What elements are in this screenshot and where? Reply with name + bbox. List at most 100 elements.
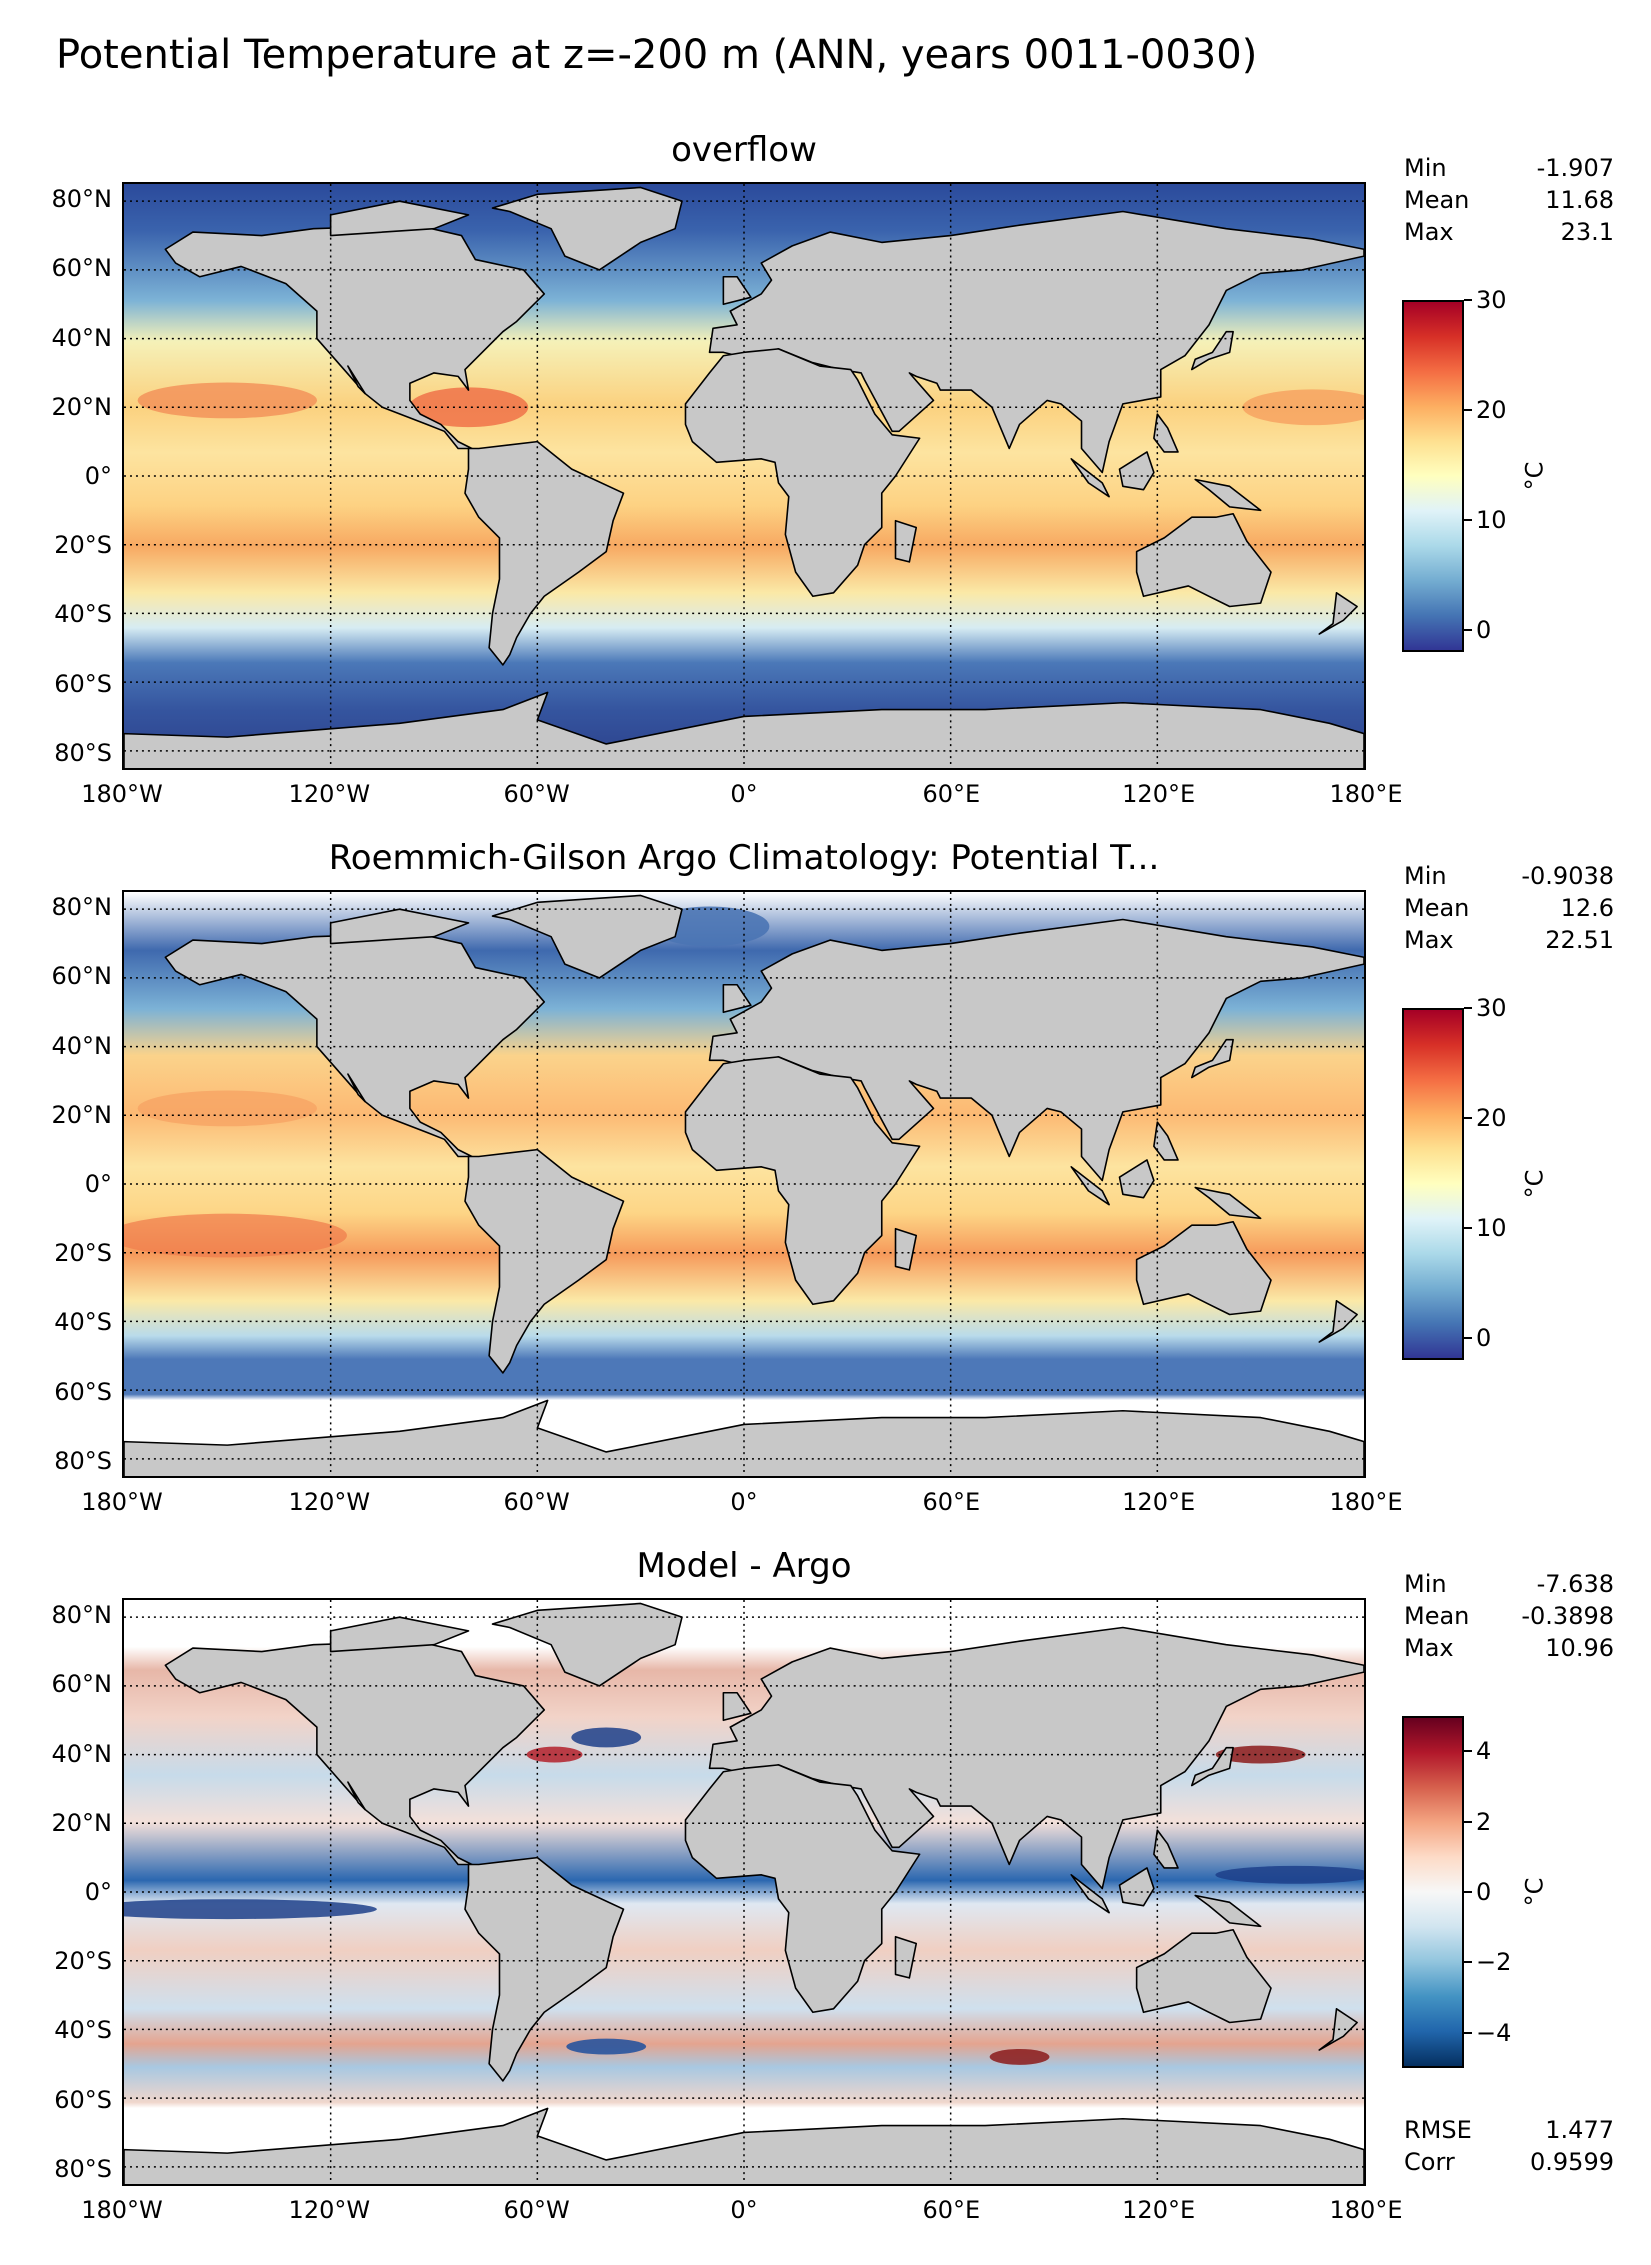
landmass-baja <box>347 365 366 395</box>
lat-tick-label: 60°N <box>51 962 113 991</box>
landmass-japan <box>1190 330 1234 371</box>
colorbar-tick-label: 20 <box>1476 1104 1507 1132</box>
lon-tick-label: 120°E <box>1122 1488 1196 1516</box>
stat-value: 0.9599 <box>1530 2148 1614 2176</box>
diff-panel-colorbar-label: °C <box>1520 1877 1549 1907</box>
lon-tick-label: 60°W <box>503 1488 570 1516</box>
lon-tick-label: 180°W <box>81 1488 163 1516</box>
landmass-aus <box>1135 1220 1272 1316</box>
diff-positive <box>526 1746 583 1763</box>
landmass-arch <box>329 908 470 945</box>
land-mask <box>124 186 1364 768</box>
lon-tick-label: 0° <box>730 2196 758 2224</box>
model-panel-map <box>122 182 1366 770</box>
obs-panel-colorbar-label: °C <box>1520 1169 1549 1199</box>
colorbar-tick <box>1464 1117 1472 1119</box>
landmass-sumatra <box>1070 458 1110 498</box>
diff-negative <box>566 2038 647 2055</box>
lat-tick-label: 40°N <box>51 1739 113 1768</box>
landmass-ant <box>124 2107 1364 2184</box>
landmass-ng <box>1194 1186 1262 1220</box>
stat-row: RMSE 1.477 <box>1404 2114 1614 2146</box>
model-panel-colorbar <box>1402 300 1464 652</box>
stat-label: Min <box>1404 862 1447 890</box>
landmass-sumatra <box>1070 1166 1110 1206</box>
lat-tick-label: 0° <box>84 1878 112 1906</box>
lon-tick-label: 60°E <box>922 1488 981 1516</box>
lon-tick-label: 180°E <box>1329 780 1403 808</box>
lon-tick-label: 120°W <box>288 780 371 808</box>
landmass-ant <box>124 1399 1364 1476</box>
stat-row: Mean 12.6 <box>1404 892 1614 924</box>
landmass-green <box>491 186 683 271</box>
colorbar-tick-label: 0 <box>1476 1324 1492 1352</box>
obs-panel-title: Roemmich-Gilson Argo Climatology: Potent… <box>328 838 1160 878</box>
landmass-japan <box>1190 1038 1234 1079</box>
lon-tick-label: 180°E <box>1329 1488 1403 1516</box>
stat-label: Min <box>1404 1570 1447 1598</box>
stat-label: Corr <box>1404 2148 1455 2176</box>
colorbar-tick-label: −4 <box>1476 2018 1512 2047</box>
diff-negative <box>571 1727 642 1748</box>
lon-tick-label: 180°W <box>81 2196 163 2224</box>
lon-tick-label: 0° <box>730 1488 758 1516</box>
lat-tick-label: 80°S <box>54 1446 112 1475</box>
stat-row: Max 10.96 <box>1404 1632 1614 1664</box>
lat-tick-label: 60°N <box>51 1670 113 1699</box>
landmass-borneo <box>1118 1159 1155 1199</box>
colorbar-tick-label: 10 <box>1476 1214 1507 1242</box>
stat-row: Corr 0.9599 <box>1404 2146 1614 2178</box>
landmass-aus <box>1135 512 1272 608</box>
lat-tick-label: 20°S <box>54 531 112 560</box>
stat-label: Min <box>1404 154 1447 182</box>
graticule <box>124 892 1364 1476</box>
lon-tick-label: 0° <box>730 780 758 808</box>
lat-tick-label: 0° <box>84 1170 112 1198</box>
colorbar-tick <box>1464 1750 1472 1753</box>
colorbar-tick-label: 30 <box>1476 286 1507 314</box>
lat-tick-label: 0° <box>84 462 112 490</box>
landmass-madag <box>894 519 918 563</box>
obs-panel-colorbar <box>1402 1008 1464 1360</box>
landmass-green <box>491 1602 683 1687</box>
colorbar-tick-label: 0 <box>1476 616 1492 644</box>
stat-label: Mean <box>1404 894 1470 922</box>
landmass-ant <box>124 691 1364 768</box>
colorbar-tick-label: −2 <box>1476 1948 1512 1977</box>
model-panel-title: overflow <box>671 130 817 170</box>
lon-tick-label: 60°E <box>922 780 981 808</box>
obs-panel-stats: Min -0.9038 Mean 12.6 Max 22.51 <box>1404 860 1614 956</box>
lat-tick-label: 40°N <box>51 1031 113 1060</box>
landmass-arch <box>329 1616 470 1653</box>
stat-row: Min -7.638 <box>1404 1568 1614 1600</box>
warm-pool <box>137 1090 318 1127</box>
landmass-sa <box>464 1856 625 2082</box>
obs-panel-map <box>122 890 1366 1478</box>
landmass-na <box>164 224 546 450</box>
landmass-baja <box>347 1781 366 1811</box>
lat-tick-label: 20°S <box>54 1947 112 1976</box>
landmass-ng <box>1194 1894 1262 1928</box>
lat-tick-label: 80°N <box>51 185 113 214</box>
landmass-green <box>491 894 683 979</box>
landmass-phil <box>1153 413 1179 453</box>
landmass-phil <box>1153 1829 1179 1869</box>
stat-value: 12.6 <box>1560 894 1614 922</box>
landmass-madag <box>894 1935 918 1979</box>
model-panel-colorbar-label: °C <box>1520 461 1549 491</box>
lat-tick-label: 80°S <box>54 738 112 767</box>
lat-tick-label: 40°S <box>54 1308 112 1337</box>
stat-row: Max 23.1 <box>1404 216 1614 248</box>
stat-label: RMSE <box>1404 2116 1472 2144</box>
diff-panel-colorbar <box>1402 1716 1464 2068</box>
stat-label: Max <box>1404 926 1454 954</box>
stat-row: Min -0.9038 <box>1404 860 1614 892</box>
colorbar-tick <box>1464 1337 1472 1339</box>
colorbar-tick-label: 0 <box>1476 1878 1492 1906</box>
model-panel-stats: Min -1.907 Mean 11.68 Max 23.1 <box>1404 152 1614 248</box>
diff-panel-skill-stats: RMSE 1.477 Corr 0.9599 <box>1404 2114 1614 2178</box>
stat-row: Mean -0.3898 <box>1404 1600 1614 1632</box>
landmass-borneo <box>1118 451 1155 491</box>
lat-tick-label: 60°S <box>54 1377 112 1406</box>
colorbar-tick <box>1464 629 1472 631</box>
